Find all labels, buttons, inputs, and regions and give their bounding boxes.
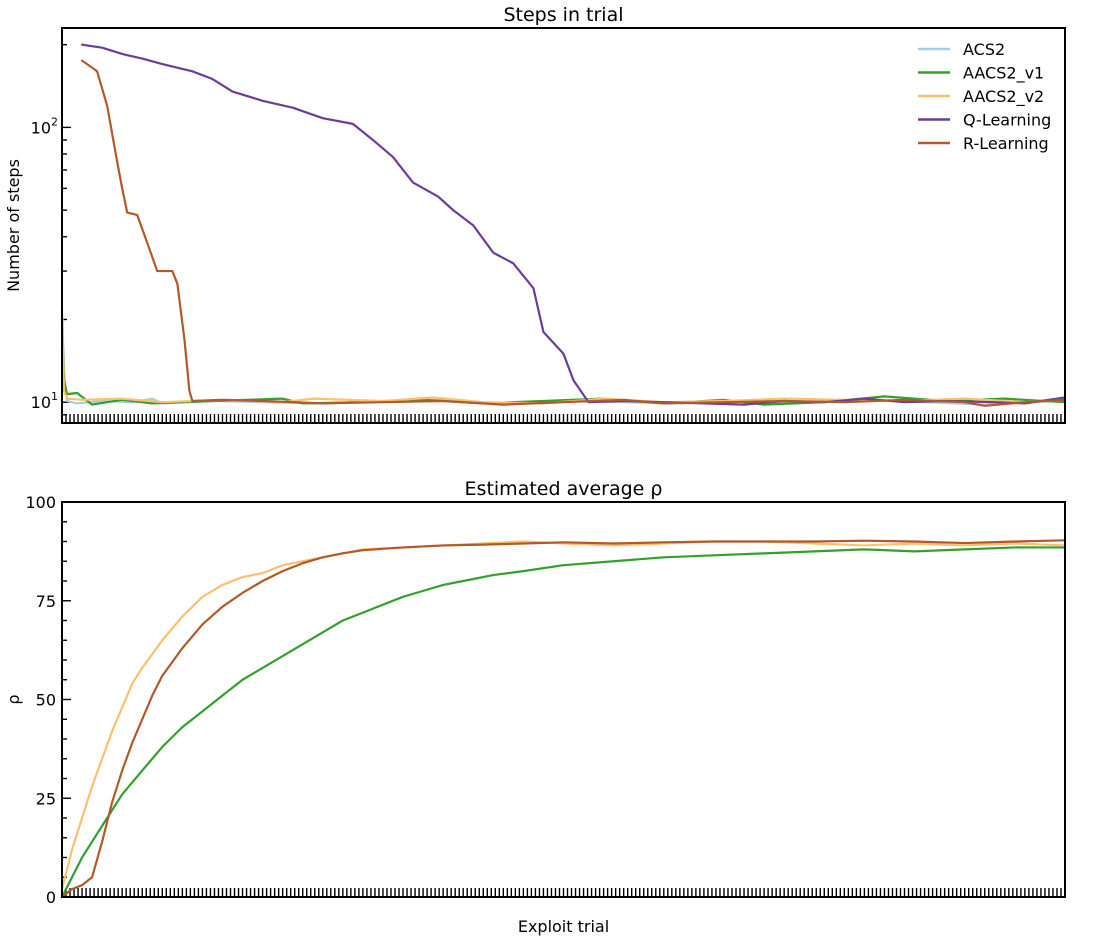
series-line-aacs2-v2	[60, 318, 1067, 405]
legend-label: ACS2	[963, 40, 1005, 59]
y-tick-label: 101	[31, 390, 58, 412]
y-axis-label: Number of steps	[4, 159, 23, 292]
series-line-q-learning	[80, 43, 1067, 406]
x-tick-marks	[61, 414, 1066, 423]
plot-frame	[61, 501, 1066, 898]
y-axis-label: ρ	[4, 694, 23, 704]
x-tick-marks	[61, 888, 1066, 897]
y-tick-label: 100	[25, 493, 56, 512]
legend-label: R-Learning	[963, 134, 1049, 153]
chart-title: Steps in trial	[503, 4, 623, 26]
plot-frame	[61, 27, 1066, 424]
series-line-r-learning	[80, 59, 1067, 407]
legend-label: AACS2_v2	[963, 87, 1044, 107]
y-tick-label: 50	[36, 691, 56, 710]
series-line-aacs2-v1	[60, 546, 1067, 899]
legend-label: Q-Learning	[963, 111, 1051, 130]
steps-chart: 101 102 Steps in trial Number of steps ACS2 A…	[4, 4, 1067, 424]
series-line-r-learning	[60, 539, 1067, 899]
series-line-aacs2-v1	[60, 318, 1067, 406]
y-tick-label: 75	[36, 592, 56, 611]
chart-title: Estimated average ρ	[465, 478, 663, 500]
y-tick-label: 102	[31, 115, 58, 137]
y-tick-label: 0	[46, 888, 56, 907]
x-axis-label: Exploit trial	[518, 917, 609, 936]
legend-label: AACS2_v1	[963, 64, 1044, 84]
series-line-aacs2-v2	[60, 540, 1067, 891]
rho-chart: 0 25 50 75 100 Estimated average ρ ρ Exploit tr…	[4, 478, 1067, 936]
y-tick-label: 25	[36, 789, 56, 808]
